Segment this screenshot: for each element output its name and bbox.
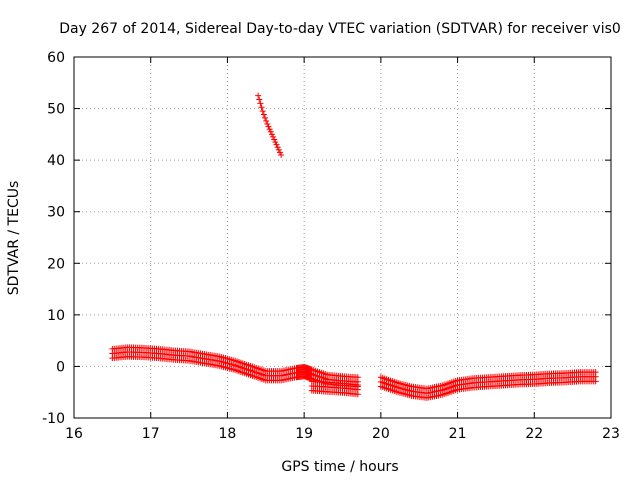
data-point	[259, 108, 266, 115]
grid-lines	[74, 57, 611, 418]
y-axis-label: SDTVAR / TECUs	[6, 181, 22, 296]
y-tick-label: 20	[47, 256, 65, 272]
data-point	[256, 96, 263, 103]
data-point	[354, 374, 361, 381]
y-tick-label: 0	[56, 359, 65, 375]
data-point	[275, 146, 282, 153]
series-2	[308, 378, 361, 398]
y-tick-label: 30	[47, 205, 65, 221]
data-point	[264, 121, 271, 128]
data-point	[262, 114, 269, 121]
x-tick-label: 16	[65, 426, 83, 442]
data-point	[258, 104, 265, 111]
x-tick-label: 21	[449, 426, 467, 442]
plot-frame	[73, 56, 612, 419]
data-point	[263, 117, 270, 124]
x-tick-label: 18	[219, 426, 237, 442]
data-point	[271, 136, 278, 143]
x-tick-label: 19	[295, 426, 313, 442]
data-point	[273, 141, 280, 148]
y-tick-label: 40	[47, 153, 65, 169]
y-tick-label: -10	[42, 411, 65, 427]
y-tick-label: 10	[47, 308, 65, 324]
data-point	[272, 139, 279, 146]
data-point	[278, 151, 285, 158]
data-point	[267, 128, 274, 135]
data-point	[266, 126, 273, 133]
series-3	[377, 369, 599, 401]
data-point	[274, 144, 281, 151]
data-point	[260, 111, 267, 118]
x-tick-label: 23	[602, 426, 620, 442]
axis-ticks	[73, 56, 612, 419]
data-point	[257, 100, 264, 107]
series-0	[255, 92, 285, 158]
x-tick-label: 17	[142, 426, 160, 442]
series-1	[109, 344, 361, 390]
tick-labels: 16 17 18 19 20 21 22 23 -10 0 10 20 30 40 50 60	[42, 50, 620, 442]
data-point	[276, 149, 283, 156]
data-point	[270, 133, 277, 140]
data-point	[255, 92, 262, 99]
x-tick-label: 20	[372, 426, 390, 442]
y-tick-label: 60	[47, 50, 65, 66]
x-tick-label: 22	[525, 426, 543, 442]
data-point	[268, 131, 275, 138]
series-points	[109, 92, 599, 401]
y-tick-label: 50	[47, 102, 65, 118]
data-point	[354, 381, 361, 388]
x-axis-label: GPS time / hours	[281, 459, 398, 475]
chart-title: Day 267 of 2014, Sidereal Day-to-day VTE…	[59, 21, 621, 37]
data-point	[592, 369, 599, 376]
data-point	[265, 123, 272, 130]
